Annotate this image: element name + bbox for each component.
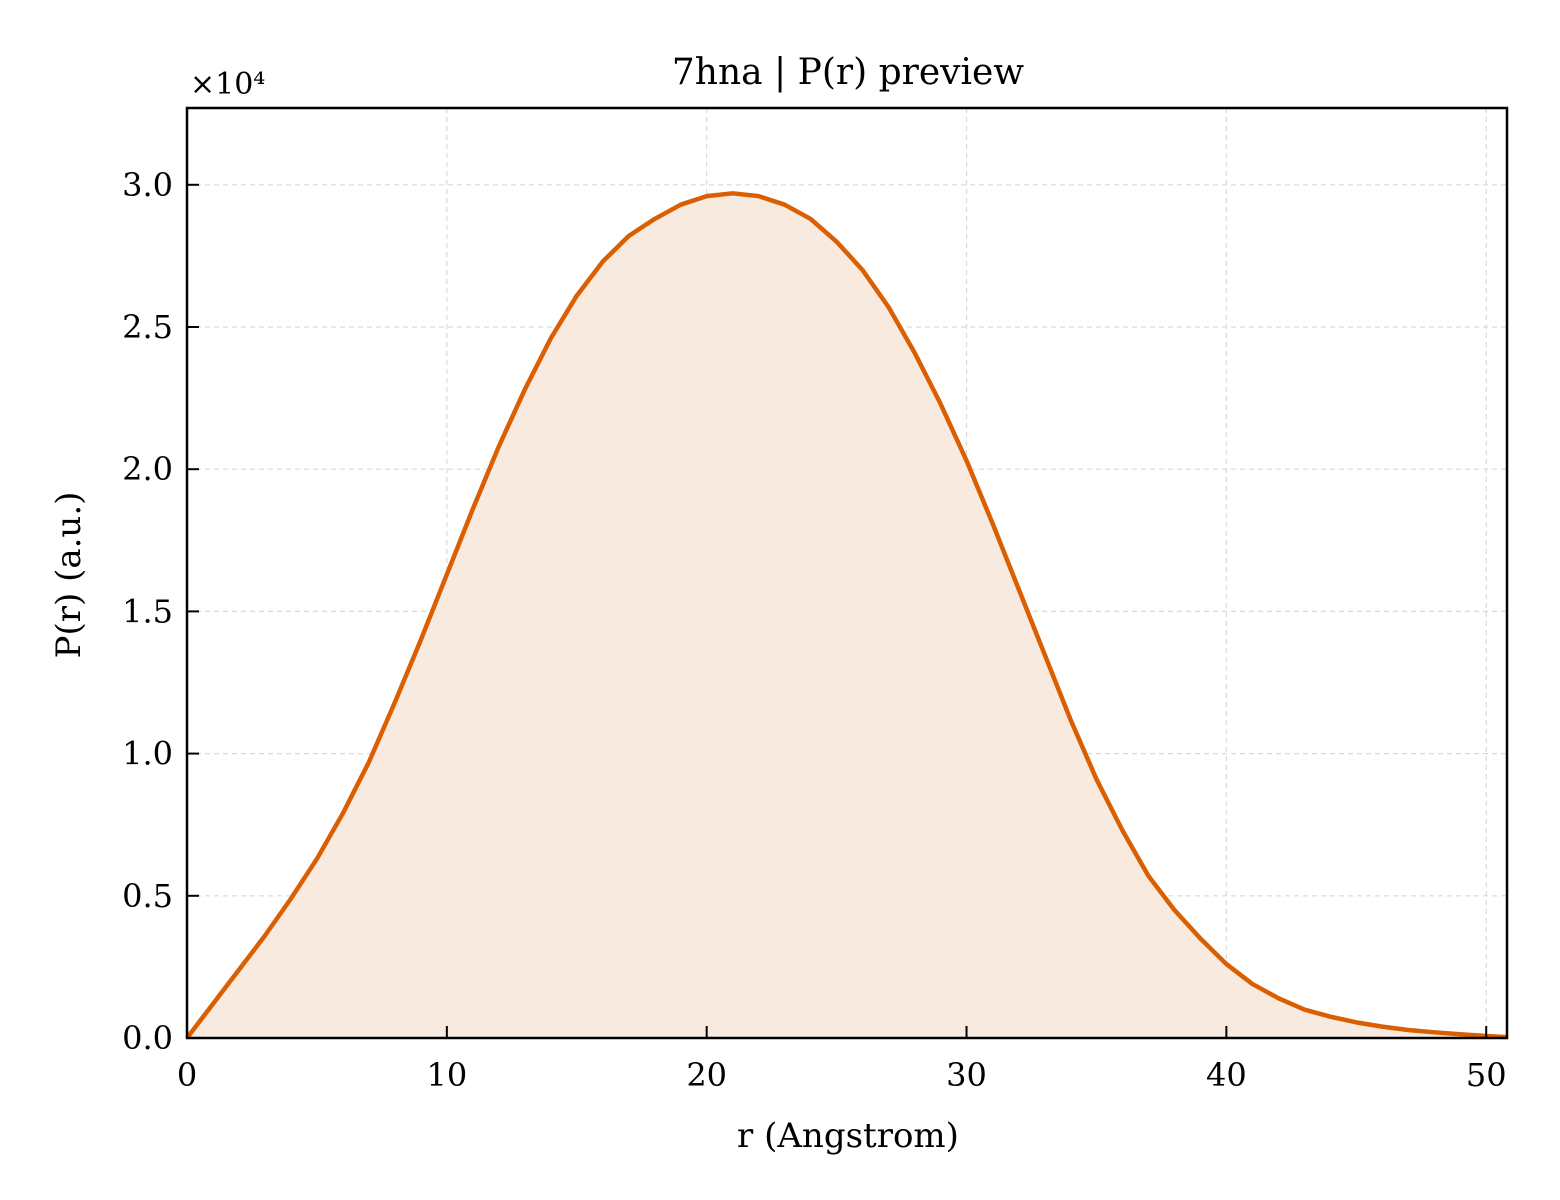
x-axis-label: r (Angstrom) — [737, 1116, 959, 1156]
x-tick-label: 30 — [946, 1056, 987, 1094]
y-tick-label: 3.0 — [122, 166, 173, 204]
x-tick-label: 10 — [426, 1056, 467, 1094]
chart-title: 7hna | P(r) preview — [672, 52, 1024, 93]
y-axis-label: P(r) (a.u.) — [49, 492, 89, 659]
pr-curve-line — [185, 191, 1508, 1040]
y-tick-label: 1.0 — [122, 735, 173, 773]
x-tick-label: 0 — [177, 1056, 197, 1094]
y-axis-ticks: 0.0 0.5 1.0 1.5 2.0 2.5 3.0 — [122, 166, 199, 1057]
y-tick-label: 1.5 — [122, 592, 173, 630]
x-axis-ticks: 0 10 20 30 40 50 — [177, 1026, 1507, 1094]
y-tick-label: 2.0 — [122, 450, 173, 488]
y-multiplier-label: ×10⁴ — [190, 67, 265, 102]
pr-area-fill — [187, 193, 1507, 1038]
x-tick-label: 20 — [686, 1056, 727, 1094]
y-tick-label: 2.5 — [122, 308, 173, 346]
x-tick-label: 40 — [1206, 1056, 1247, 1094]
y-tick-label: 0.5 — [122, 877, 173, 915]
x-tick-label: 50 — [1466, 1056, 1507, 1094]
y-tick-label: 0.0 — [122, 1019, 173, 1057]
plot-frame — [185, 106, 1509, 1040]
